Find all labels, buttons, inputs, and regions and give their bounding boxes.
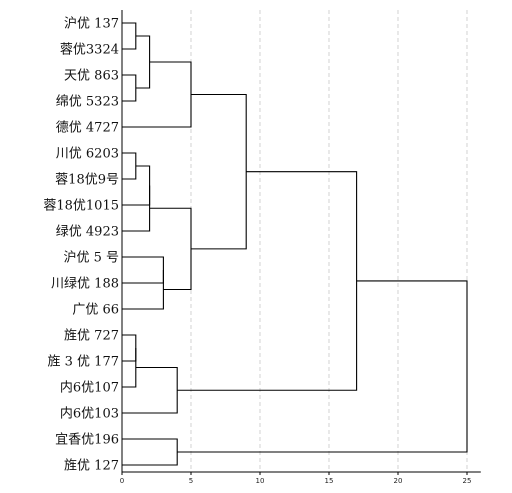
leaf-label: 德优 4727 (56, 121, 119, 136)
merge-link-n5 (122, 152, 137, 180)
leaf-label: 蓉优3324 (60, 43, 119, 58)
leaf-label: 沪优 137 (64, 16, 119, 32)
merge-link-n2 (122, 74, 137, 102)
merge-link-n9 (122, 270, 164, 310)
merge-link-n8 (122, 256, 164, 284)
merge-link-n11 (191, 93, 247, 250)
leaf-label: 宜香优196 (55, 433, 119, 448)
merge-link-n13 (122, 348, 137, 388)
leaf-label: 绿优 4923 (56, 225, 119, 240)
leaf-label: 内6优103 (60, 406, 119, 422)
merge-link-n10 (149, 207, 192, 291)
x-tick-label: 20 (394, 477, 403, 485)
x-tick-label: 0 (120, 477, 124, 485)
leaf-label: 旌优 127 (64, 459, 119, 474)
leaf-label: 旌优 727 (64, 329, 119, 344)
dendrogram-links (122, 22, 468, 466)
leaf-label: 旌 3 优 177 (48, 355, 119, 370)
merge-link-n15 (177, 171, 358, 391)
merge-link-n7 (122, 185, 151, 232)
leaf-label: 内6优107 (60, 380, 119, 396)
leaf-label: 天优 863 (64, 69, 119, 84)
merge-link-n16 (122, 438, 178, 466)
merge-link-n4 (122, 61, 192, 128)
x-tick-label: 15 (325, 477, 334, 485)
x-tick-label: 5 (189, 477, 193, 485)
x-tick-label: 10 (256, 477, 265, 485)
x-tick-label: 25 (463, 477, 472, 485)
merge-link-n17 (177, 280, 468, 453)
leaf-label: 绵优 5323 (56, 95, 119, 110)
merge-link-n14 (122, 366, 178, 414)
merge-link-n12 (122, 334, 137, 362)
x-axis: 0 5 10 15 20 25 (120, 10, 481, 485)
merge-link-n1 (122, 22, 137, 50)
leaf-label: 广优 66 (72, 303, 119, 318)
leaf-label: 川绿优 188 (51, 277, 119, 292)
leaf-label: 蓉18优1015 (43, 199, 119, 214)
leaf-label: 川优 6203 (56, 147, 119, 162)
grid-lines (190, 10, 468, 472)
leaf-labels: 沪优 137 蓉优3324 天优 863 绵优 5323 德优 4727 川优 6203 蓉… (43, 16, 119, 474)
leaf-label: 沪优 5 号 (63, 250, 119, 266)
leaf-label: 蓉18优9号 (55, 173, 119, 188)
merge-link-n3 (135, 35, 151, 89)
